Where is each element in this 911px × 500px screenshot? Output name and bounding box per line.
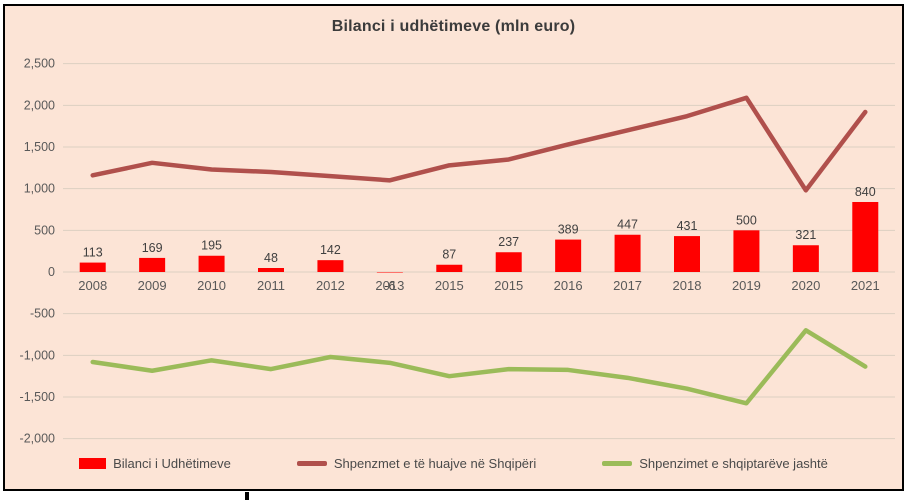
x-axis-label: 2019	[732, 278, 761, 293]
legend-item: Bilanci i Udhëtimeve	[79, 456, 231, 471]
bar	[139, 257, 166, 272]
bar	[198, 255, 225, 272]
bar	[495, 252, 522, 272]
chart-frame: Bilanci i udhëtimeve (mln euro) 2,500 2,0…	[3, 4, 904, 491]
x-axis-label: 2021	[851, 278, 880, 293]
x-axis-label: 2016	[554, 278, 583, 293]
legend-label: Shpenzmet e të huajve në Shqipëri	[333, 456, 537, 471]
bar	[852, 201, 879, 272]
bar-data-label: 142	[320, 243, 341, 257]
bar	[376, 272, 403, 273]
y-axis-tick-label: -1,500	[20, 390, 55, 404]
x-axis-label: 2015	[435, 278, 464, 293]
x-axis-label: 2011	[257, 278, 285, 293]
bar	[555, 239, 582, 272]
bar-data-label: 389	[558, 223, 579, 237]
bar-data-label: 431	[677, 219, 698, 233]
legend: Bilanci i Udhëtimeve Shpenzmet e të huajv…	[5, 456, 902, 471]
chart-title: Bilanci i udhëtimeve (mln euro)	[331, 18, 576, 35]
legend-item: Shpenzimet e shqiptarëve jashtë	[602, 456, 828, 471]
x-axis-label: 2010	[197, 278, 226, 293]
bar-data-label: 48	[264, 251, 278, 265]
bar-data-label: 113	[83, 246, 103, 260]
y-axis-tick-label: -2,000	[20, 432, 55, 446]
bar	[79, 262, 106, 272]
y-axis-tick-label: -1,000	[20, 348, 55, 362]
bar	[614, 234, 641, 272]
x-axis-label: 2008	[78, 278, 107, 293]
legend-label: Bilanci i Udhëtimeve	[113, 456, 231, 471]
y-axis-tick-label: 0	[48, 265, 55, 279]
bar-data-label: 321	[795, 228, 816, 242]
legend-label: Shpenzimet e shqiptarëve jashtë	[639, 456, 828, 471]
line-inbound-spending	[90, 95, 868, 193]
bar	[436, 264, 463, 272]
x-axis-label: 2017	[613, 278, 642, 293]
x-axis-label: 2009	[138, 278, 167, 293]
cursor-artifact	[245, 492, 249, 500]
bar-data-label: 840	[855, 185, 876, 199]
bar-data-label: 195	[201, 239, 222, 253]
plot-area: 2,500 2,000 1,500 1,000 500 0 -500 -1,000 -1,500…	[20, 57, 895, 446]
bar-data-label: 237	[498, 235, 519, 249]
x-axis-label: 2012	[316, 278, 345, 293]
y-axis-tick-label: 1,500	[24, 140, 55, 154]
line-outbound-spending	[90, 328, 868, 406]
y-axis-tick-label: 1,000	[24, 182, 55, 196]
x-axis-label: 2015	[494, 278, 523, 293]
bar-data-label: 169	[142, 241, 163, 255]
y-axis-tick-label: 2,500	[24, 57, 55, 71]
y-axis-tick-label: -500	[30, 307, 55, 321]
bar	[792, 245, 819, 272]
bar-data-label: 87	[442, 248, 456, 262]
x-axis-label: 2013	[375, 278, 404, 293]
bar	[317, 260, 344, 272]
legend-bar-swatch-icon	[79, 458, 107, 469]
y-axis-tick-label: 500	[34, 223, 55, 237]
bar	[258, 267, 284, 272]
legend-line-swatch-icon	[296, 461, 327, 466]
x-axis-label: 2018	[673, 278, 702, 293]
bar-data-label: 447	[617, 218, 638, 232]
bar	[733, 230, 760, 272]
y-axis-tick-label: 2,000	[24, 98, 55, 112]
x-axis-label: 2020	[791, 278, 820, 293]
bar	[674, 236, 700, 272]
bar-data-label: -6	[384, 279, 395, 293]
bar-data-label: 500	[736, 213, 757, 227]
legend-line-swatch-icon	[602, 461, 633, 466]
legend-item: Shpenzmet e të huajve në Shqipëri	[296, 456, 537, 471]
